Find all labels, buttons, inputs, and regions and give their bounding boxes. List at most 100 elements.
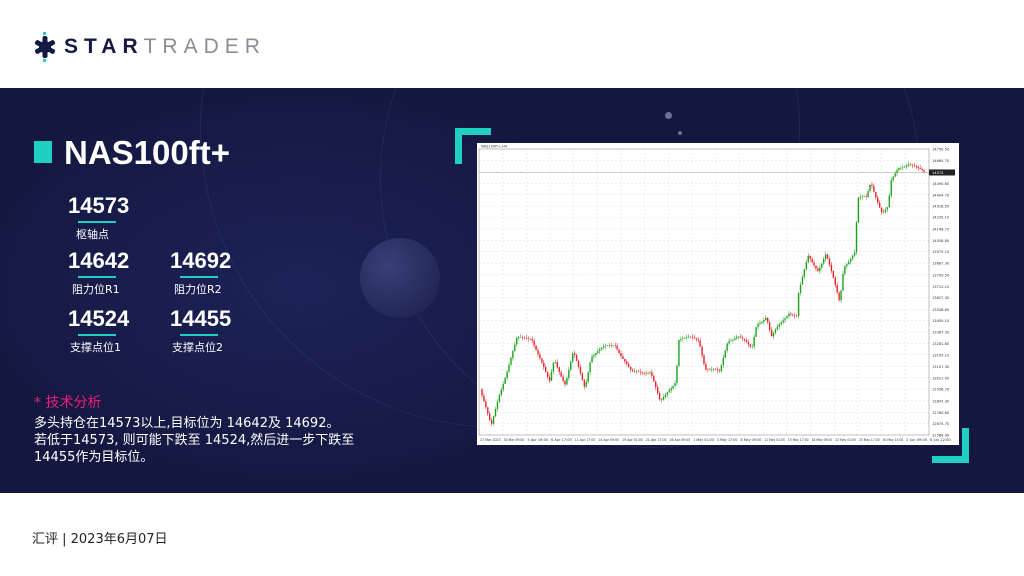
candle-body xyxy=(716,369,719,371)
candle-body xyxy=(888,195,891,208)
candle-body xyxy=(664,394,667,398)
y-tick-label: 13021.00 xyxy=(932,376,950,380)
candle-body xyxy=(711,369,713,371)
candle-body xyxy=(564,380,566,385)
candle-body xyxy=(745,340,748,342)
candle-body xyxy=(504,377,506,384)
candle-body xyxy=(703,355,705,365)
candle-body xyxy=(641,372,643,374)
candle-body xyxy=(624,358,626,362)
candle-body xyxy=(599,349,601,352)
x-tick-label: 1 May 01:00 xyxy=(693,438,714,442)
candle-body xyxy=(523,337,526,338)
candle-body xyxy=(614,345,616,346)
candle-body xyxy=(589,362,591,373)
plot-frame xyxy=(478,148,930,436)
x-tick-label: 23 May 01:00 xyxy=(835,438,856,442)
candle-body xyxy=(811,258,813,263)
r2-label: 阻力位R2 xyxy=(174,283,222,296)
candle-body xyxy=(643,373,645,374)
candle-body xyxy=(732,339,734,341)
candle-body xyxy=(718,370,721,372)
candle-body xyxy=(668,390,670,393)
candle-body xyxy=(587,372,589,382)
candle-body xyxy=(562,376,564,381)
candle-body xyxy=(572,353,574,362)
candle-body xyxy=(701,346,703,356)
candle-body xyxy=(890,180,892,196)
candle-body xyxy=(670,388,672,391)
y-tick-label: 14404.70 xyxy=(932,193,950,197)
star-logo-icon xyxy=(34,32,56,62)
x-tick-label: 15 May 17:00 xyxy=(788,438,809,442)
candle-body xyxy=(819,267,821,272)
candle-body xyxy=(736,336,738,339)
candle-body xyxy=(919,167,921,170)
candle-body xyxy=(759,323,761,324)
candle-body xyxy=(527,338,530,339)
y-tick-label: 13455.10 xyxy=(932,319,950,323)
candle-body xyxy=(517,337,520,339)
candle-body xyxy=(695,338,697,340)
candle-body xyxy=(790,313,792,315)
candle-body xyxy=(855,222,858,253)
y-tick-label: 14058.80 xyxy=(932,239,950,243)
y-tick-label: 12760.80 xyxy=(932,411,950,415)
candle-body xyxy=(824,254,827,260)
candle-body xyxy=(683,337,686,339)
candle-body xyxy=(755,327,757,337)
candle-body xyxy=(647,373,649,374)
y-tick-label: 13627.30 xyxy=(932,296,950,300)
candle-body xyxy=(666,392,669,395)
candle-body xyxy=(850,258,852,262)
y-tick-label: 13281.80 xyxy=(932,342,950,346)
y-tick-label: 14490.60 xyxy=(932,182,950,186)
candle-body xyxy=(848,261,850,265)
y-tick-label: 13195.10 xyxy=(932,353,950,357)
s2-value: 14455 xyxy=(170,306,232,331)
candle-body xyxy=(485,401,487,408)
candle-body xyxy=(784,318,786,321)
y-tick-label: 12675.70 xyxy=(932,422,950,426)
candle-body xyxy=(863,196,865,197)
candle-body xyxy=(875,191,877,198)
candle-body xyxy=(739,336,742,338)
decor-dot xyxy=(678,131,682,135)
s1-label: 支撑点位1 xyxy=(70,341,121,354)
underline xyxy=(180,276,218,278)
candle-body xyxy=(697,339,699,341)
candle-body xyxy=(593,354,595,357)
candle-body xyxy=(807,255,809,263)
candle-body xyxy=(568,369,570,379)
s1-level: 14524 支撑点位1 xyxy=(68,306,148,355)
candle-body xyxy=(529,338,531,340)
candlestick-chart: 14750.50 14664.70 14490.60 14404.70 14318.50… xyxy=(478,145,955,442)
candle-body xyxy=(853,252,856,256)
candle-body xyxy=(689,336,692,338)
candle-body xyxy=(801,276,804,285)
candle-body xyxy=(672,385,674,389)
candle-body xyxy=(639,371,641,373)
x-tick-label: 11 May 01:00 xyxy=(764,438,785,442)
analysis-line: 若低于14573, 则可能下跌至 14524,然后进一步下跌至 xyxy=(34,433,355,448)
candle-body xyxy=(546,371,549,377)
candle-body xyxy=(761,321,763,324)
candle-body xyxy=(859,196,862,198)
pivot-level: 14573 枢轴点 xyxy=(68,193,148,242)
x-tick-label: 19 Apr 01:00 xyxy=(622,438,643,442)
candle-body xyxy=(548,376,551,381)
x-tick-label: 14 Apr 09:00 xyxy=(598,438,619,442)
candle-body xyxy=(753,336,755,347)
candle-body xyxy=(709,369,711,371)
underline xyxy=(180,334,218,336)
footer-date: 汇评 | 2023年6月07日 xyxy=(32,532,168,547)
candle-body xyxy=(851,255,854,259)
candle-body xyxy=(722,357,725,366)
candle-body xyxy=(707,369,709,370)
candle-body xyxy=(583,380,586,387)
candle-body xyxy=(508,364,510,372)
candle-body xyxy=(917,166,919,168)
candle-body xyxy=(512,351,514,358)
brand-logo: STAR TRADER xyxy=(32,32,266,62)
candle-body xyxy=(743,338,746,341)
